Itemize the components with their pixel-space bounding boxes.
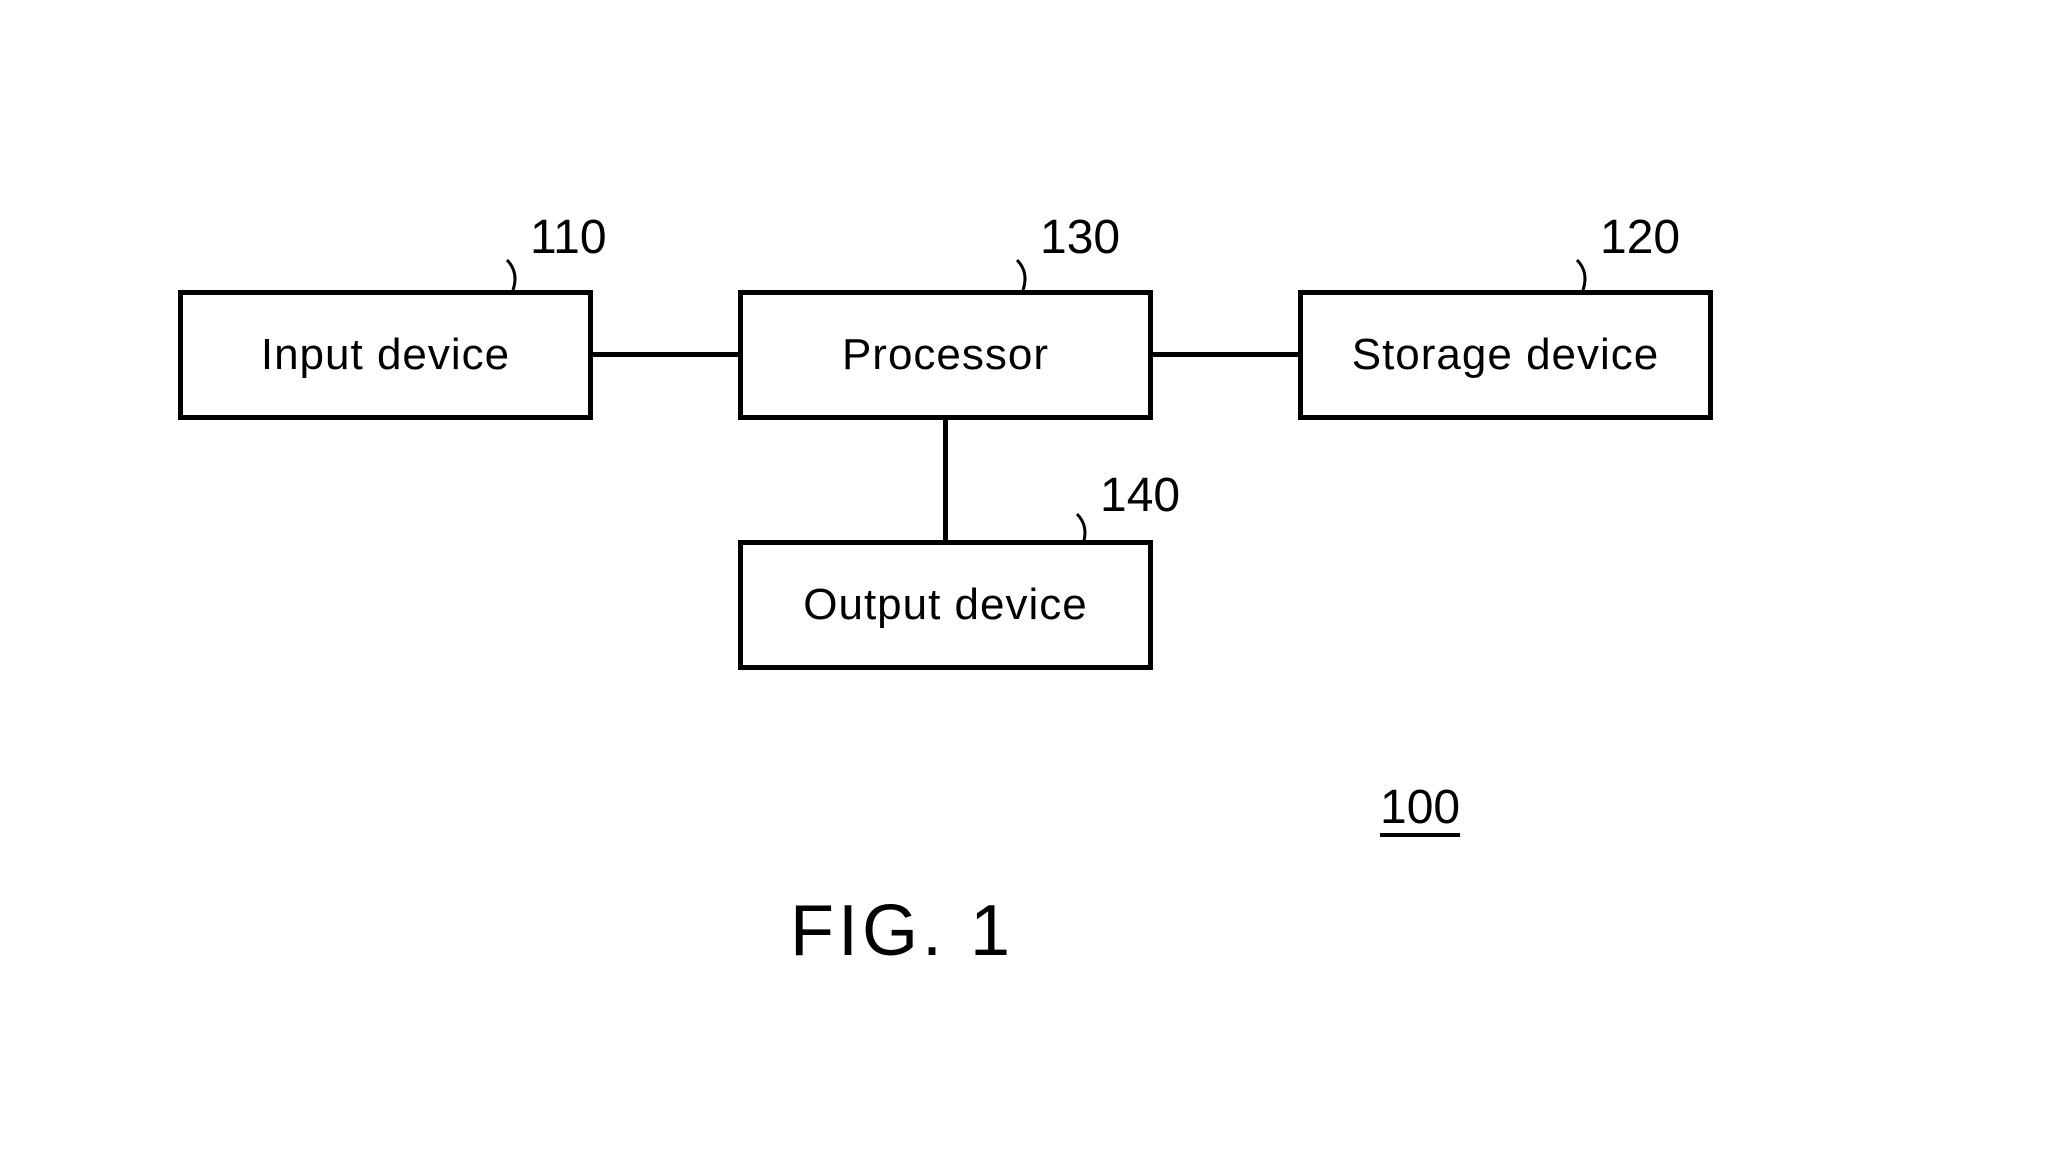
figure-title: FIG. 1	[790, 890, 1014, 972]
node-processor: Processor	[738, 290, 1153, 420]
ref-110: 110	[530, 210, 607, 265]
ref-120: 120	[1600, 210, 1680, 265]
leader-130	[1015, 258, 1045, 288]
node-input-device-label: Input device	[261, 330, 510, 380]
system-ref-100: 100	[1380, 780, 1460, 835]
node-storage-device: Storage device	[1298, 290, 1713, 420]
edge-processor-output	[943, 420, 948, 540]
leader-110	[505, 258, 535, 288]
node-output-device: Output device	[738, 540, 1153, 670]
node-input-device: Input device	[178, 290, 593, 420]
node-storage-device-label: Storage device	[1352, 330, 1660, 380]
leader-140	[1075, 512, 1105, 542]
node-processor-label: Processor	[842, 330, 1049, 380]
ref-140: 140	[1100, 468, 1180, 523]
ref-130: 130	[1040, 210, 1120, 265]
edge-processor-storage	[1153, 352, 1298, 357]
node-output-device-label: Output device	[803, 580, 1088, 630]
leader-120	[1575, 258, 1605, 288]
edge-input-processor	[593, 352, 738, 357]
diagram-canvas: Input device Processor Storage device Ou…	[0, 0, 2061, 1151]
